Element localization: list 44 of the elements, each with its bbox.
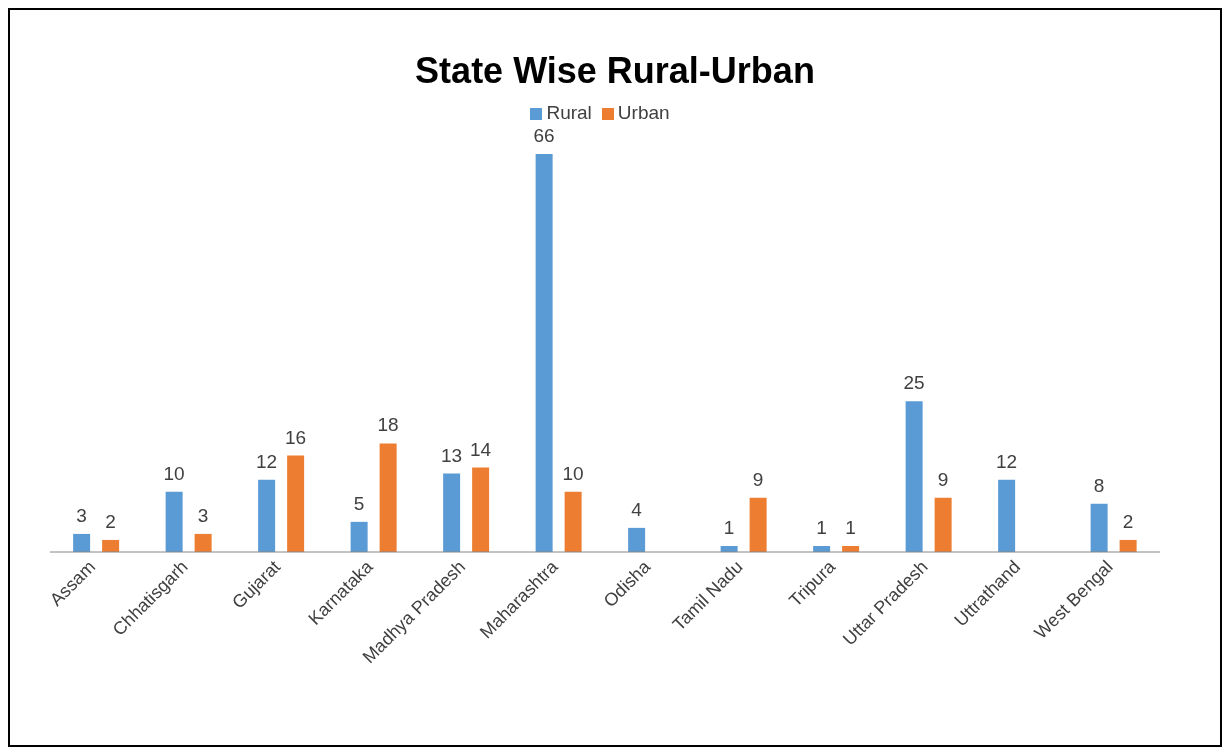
data-label: 16 [285, 426, 307, 448]
bar [564, 491, 582, 552]
bar [379, 443, 397, 552]
bar [194, 533, 212, 552]
bar [258, 479, 276, 552]
data-label: 18 [377, 414, 399, 436]
data-label: 5 [353, 492, 365, 514]
data-label: 10 [163, 462, 185, 484]
bar [998, 479, 1016, 552]
data-label: 10 [562, 462, 584, 484]
bar [102, 539, 120, 552]
bar [1090, 503, 1108, 552]
data-label: 13 [441, 444, 463, 466]
data-label: 66 [533, 125, 555, 146]
bar [472, 467, 490, 552]
legend-label: Urban [617, 102, 670, 123]
data-label: 4 [631, 498, 643, 520]
data-label: 25 [903, 372, 925, 394]
bar [287, 455, 305, 552]
data-label: 12 [256, 450, 278, 472]
bar [350, 521, 368, 552]
data-label: 8 [1093, 474, 1105, 496]
data-label: 2 [105, 510, 116, 532]
data-label: 1 [816, 516, 827, 538]
data-label: 9 [937, 468, 949, 490]
legend-label: Rural [546, 102, 592, 123]
bar [443, 473, 461, 552]
bar [73, 533, 91, 552]
bar [749, 497, 767, 552]
data-label: 2 [1122, 510, 1134, 532]
data-label: 1 [723, 516, 735, 538]
bar [934, 497, 952, 552]
bar [905, 401, 923, 552]
bar [1119, 539, 1137, 552]
data-label: 14 [470, 438, 492, 460]
data-label: 12 [996, 450, 1018, 472]
data-label: 9 [752, 468, 764, 490]
chart-title: State Wise Rural-Urban [414, 50, 816, 92]
bar [535, 154, 553, 552]
data-label: 3 [76, 504, 87, 526]
bar [628, 527, 646, 552]
data-label: 1 [845, 516, 856, 538]
data-label: 3 [197, 504, 209, 526]
bar [165, 491, 183, 552]
